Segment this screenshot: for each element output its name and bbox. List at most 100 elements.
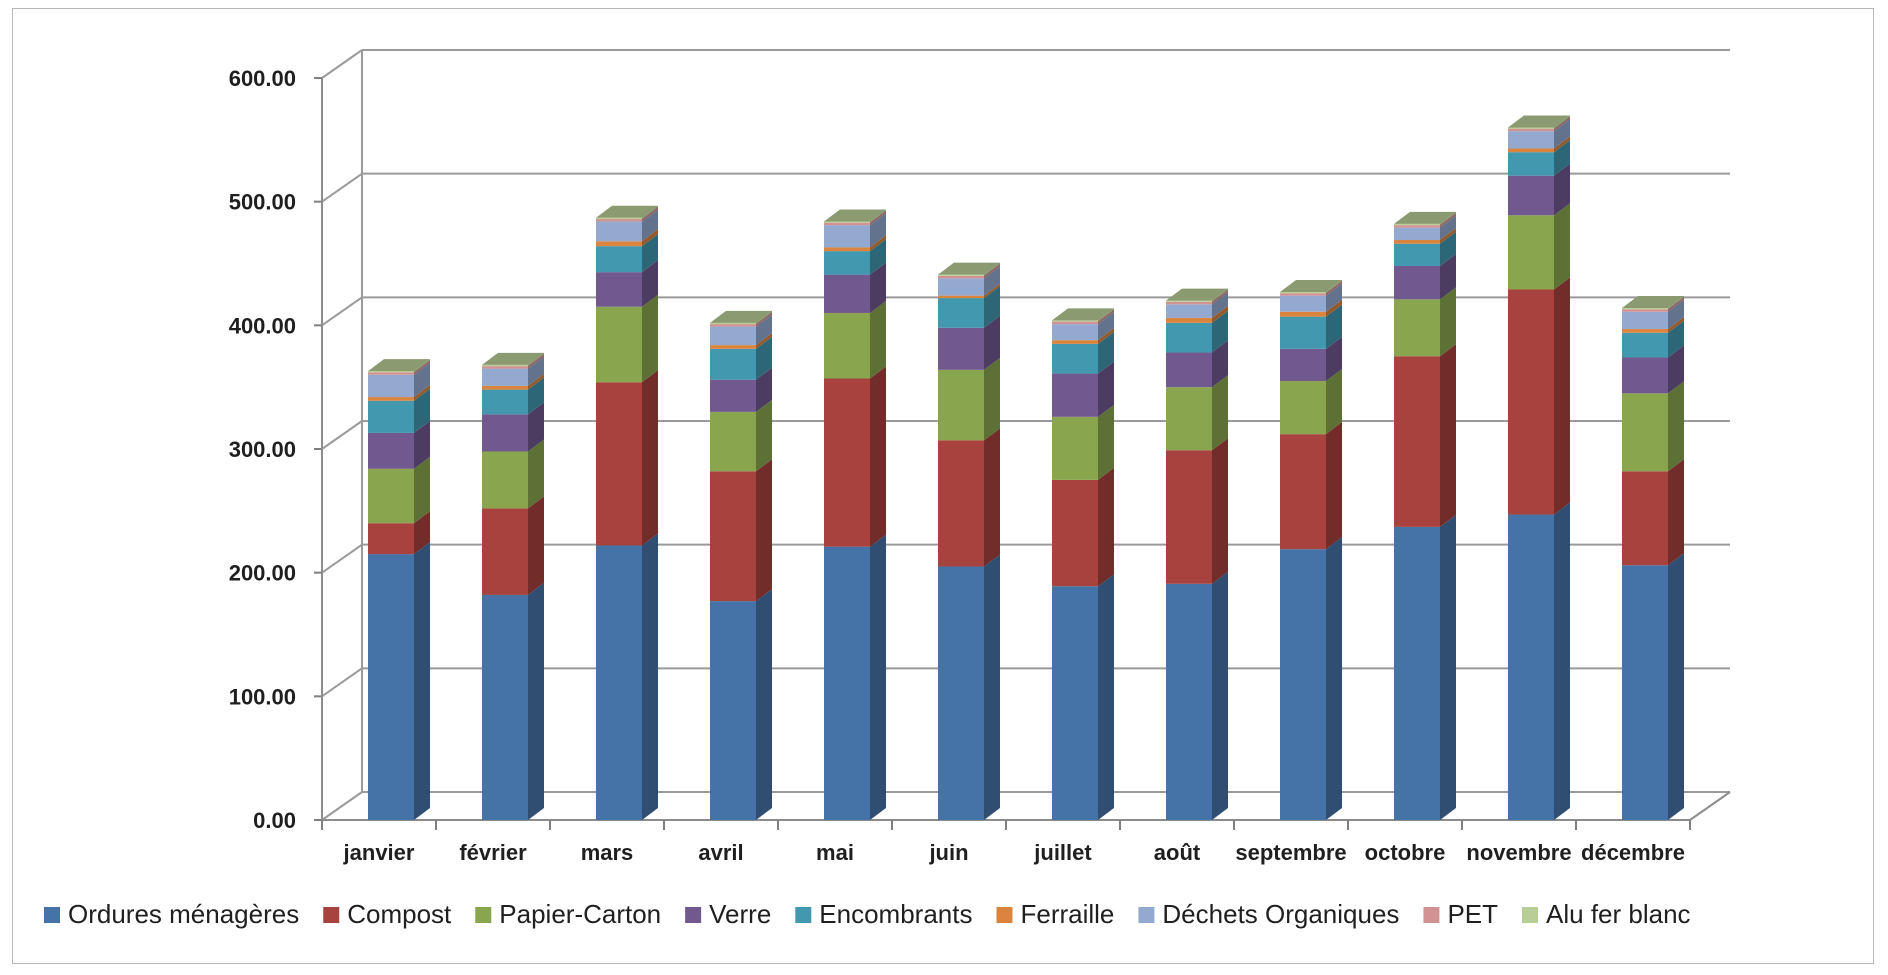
legend-item: Encombrants [795,899,972,929]
bar-segment-side [1212,292,1228,318]
legend-label: Papier-Carton [499,899,661,929]
legend-label: Ordures ménagères [68,899,299,929]
legend-swatch [44,907,60,923]
bar-segment-side [1554,140,1570,176]
x-tick-label: août [1154,840,1201,865]
bar-segment-side [1326,299,1342,317]
bar-segment-side [1212,438,1228,584]
bar-segment [1508,127,1554,129]
bar-segment-side [756,312,772,327]
bar-segment-side [756,314,772,346]
bar-segment [482,368,528,386]
bar-segment-side [1554,502,1570,820]
bar-stack-décembre [1622,296,1684,820]
bar-segment-side [1212,340,1228,388]
bar-segment [710,471,756,602]
bar-segment-side [1326,279,1342,294]
grid-layer [321,49,1730,821]
bar-segment [596,545,642,820]
x-tick-label: février [459,840,527,865]
bar-segment [1052,340,1098,344]
bar-segment-side [1098,309,1114,325]
bar-segment [596,241,642,247]
bar-segment-side [642,205,658,219]
x-tick-label: juin [928,840,968,865]
bar-segment-side [1212,571,1228,820]
bar-segment [938,566,984,820]
bar-segment-side [414,542,430,820]
bar-segment-side [528,352,544,367]
bar-segment-side [1554,115,1570,129]
x-tick-label: mars [581,840,634,865]
bar-stack-avril [710,310,772,820]
gridline-depth [321,791,363,821]
bar-segment-side [642,260,658,307]
bar-segment-side [1554,136,1570,153]
legend-item: Alu fer blanc [1522,899,1691,929]
bar-segment-side [870,300,886,379]
legend-item: PET [1423,899,1498,929]
bar-segment [1052,373,1098,417]
bar-top [1166,288,1228,301]
bar-segment [1166,301,1212,305]
bar-segment [1394,240,1440,244]
bar-segment [1280,291,1326,294]
bar-segment-side [642,533,658,820]
legend-label: Ferraille [1020,899,1114,929]
bar-segment-side [870,239,886,275]
bar-segment-side [870,213,886,248]
bar-segment [710,345,756,349]
bar-segment-side [1440,213,1456,228]
bar-segment-side [414,359,430,373]
bar-segment-side [756,459,772,602]
bar-segment-side [1668,320,1684,358]
bar-segment [482,389,528,415]
gridline-depth [321,296,363,327]
bar-segment-side [756,399,772,472]
bar-segment-side [1212,305,1228,323]
bar-top [482,352,544,365]
x-tick-label: juillet [1033,840,1092,865]
bar-stack-février [482,352,544,820]
bar-segment-side [1212,289,1228,305]
bar-segment-side [1440,215,1456,241]
bar-segment [1508,131,1554,149]
bar-stack-septembre [1280,279,1342,820]
bar-segment [1622,471,1668,566]
bar-segment-side [1668,553,1684,820]
bar-segment [596,217,642,219]
legend-item: Verre [685,899,771,929]
bars-layer [368,115,1684,820]
bar-segment [824,221,870,223]
bar-segment-side [1212,310,1228,353]
bar-segment [710,326,756,346]
bar-segment-side [528,373,544,390]
y-tick-label: 0.00 [253,808,296,833]
bar-segment [1622,565,1668,820]
bar-segment-side [1440,287,1456,357]
bar-segment [824,546,870,820]
legend-swatch [1138,907,1155,923]
bar-segment [1394,526,1440,820]
bar-segment-side [870,235,886,252]
bar-segment-side [1212,288,1228,302]
bar-segment-side [984,315,1000,370]
bar-segment [1280,549,1326,820]
bar-segment-side [1554,203,1570,290]
bar-segment-side [1554,119,1570,149]
bar-segment [710,348,756,380]
bar-top [1280,279,1342,292]
legend-item: Compost [323,899,452,929]
bar-segment [824,251,870,275]
bar-segment [1052,324,1098,341]
y-tick-label: 100.00 [229,684,296,709]
legend-swatch [685,907,702,923]
bar-segment-side [1554,163,1570,216]
bar-segment [1052,320,1098,322]
bar-segment [1622,332,1668,358]
bar-segment [824,247,870,252]
bar-segment [1280,295,1326,312]
legend-label: Encombrants [819,899,972,929]
bar-top [938,262,1000,275]
